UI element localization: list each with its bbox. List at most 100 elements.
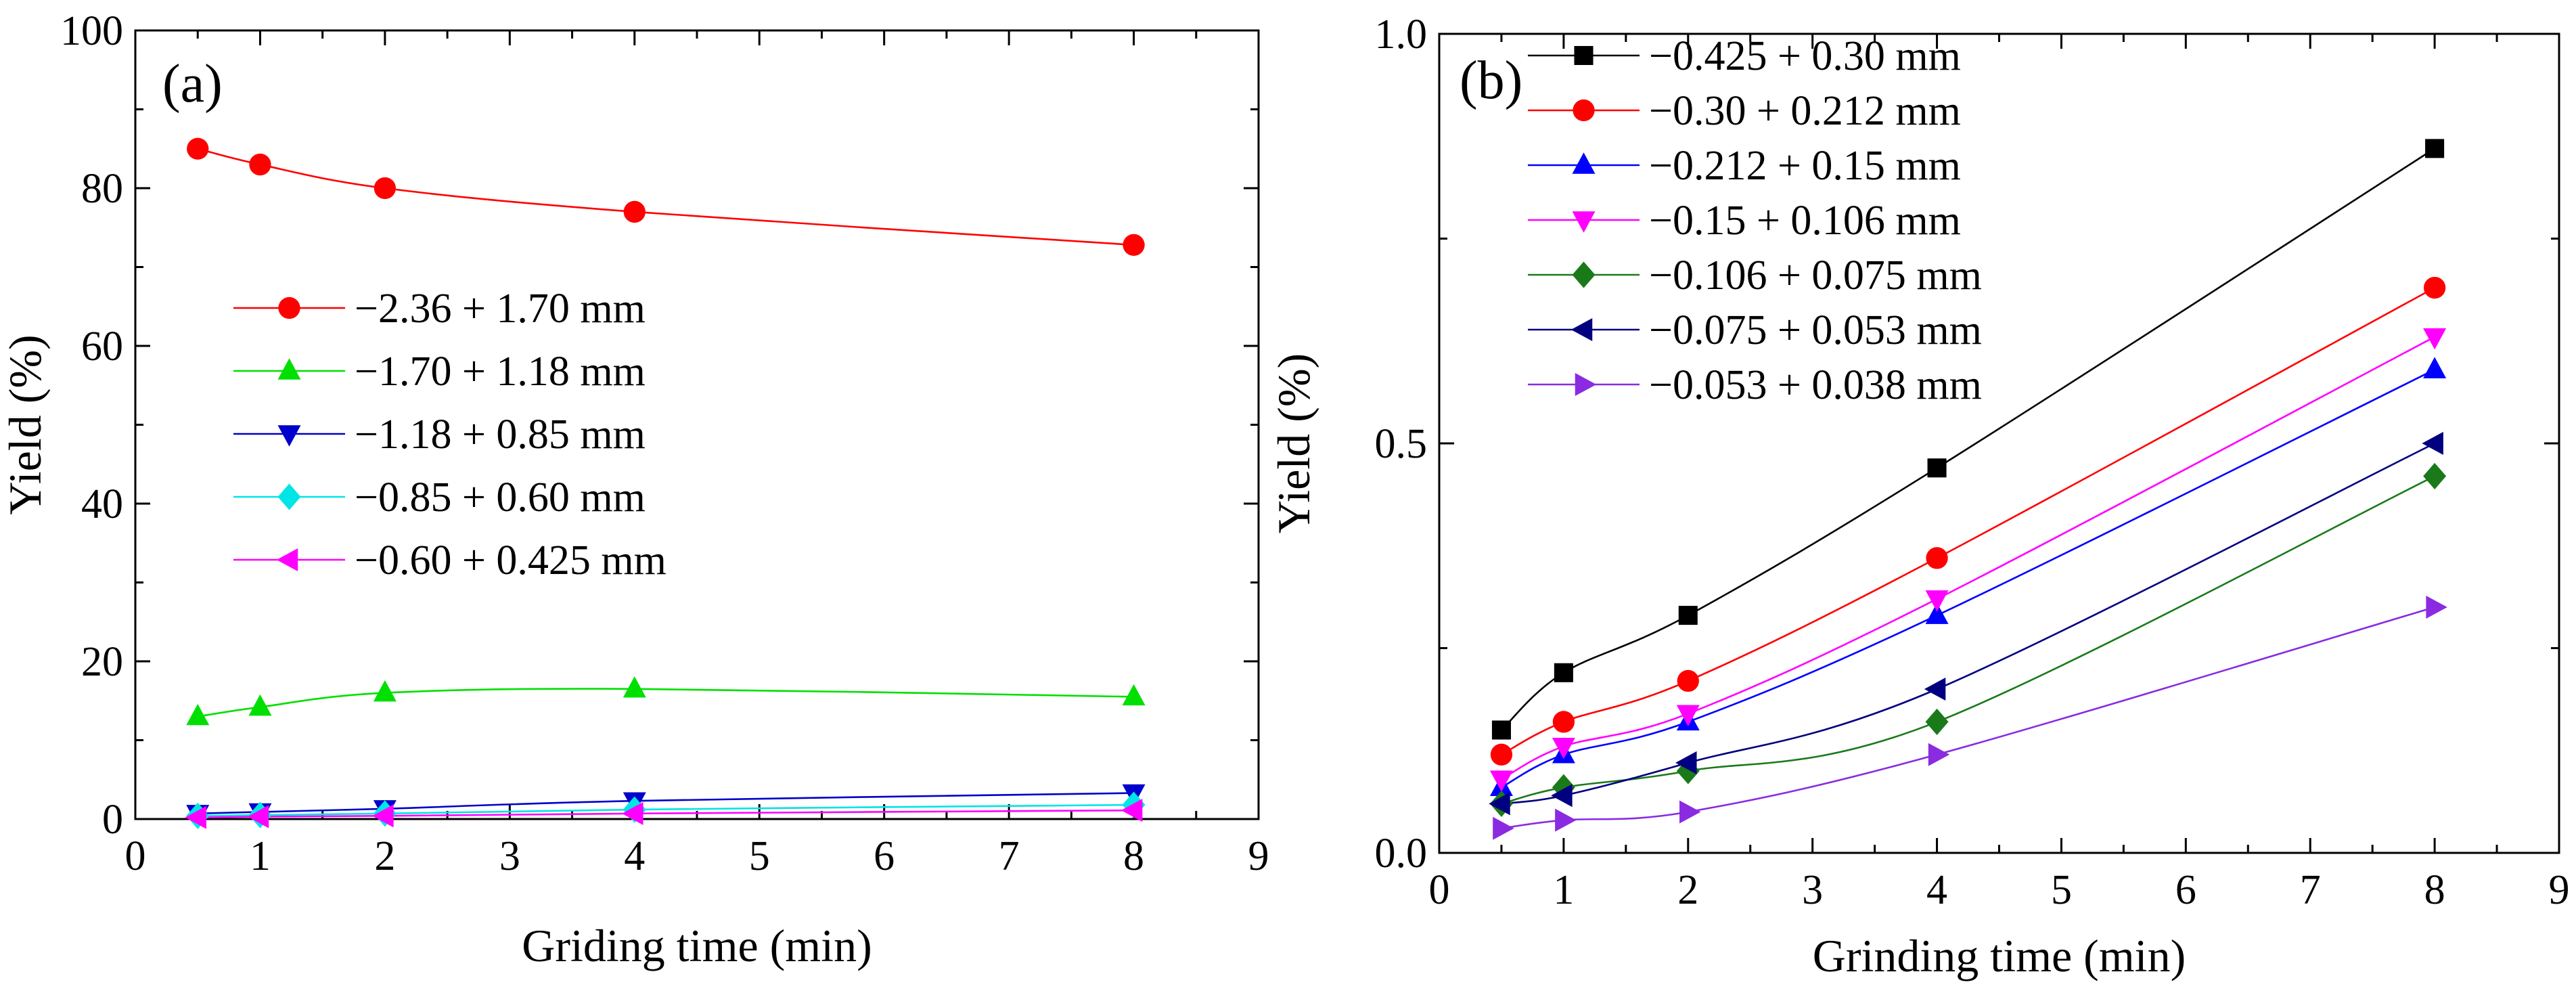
chart1-data-point xyxy=(2423,328,2447,350)
chart1-x-tick-label: 2 xyxy=(1677,867,1698,913)
chart1-series-line xyxy=(1501,368,2435,789)
chart1-data-point xyxy=(2423,462,2447,489)
chart1-x-tick-label: 3 xyxy=(1802,867,1823,913)
chart1-data-point xyxy=(2422,432,2443,455)
chart1-data-point xyxy=(1679,800,1701,824)
chart0-legend-label: −0.85 + 0.60 mm xyxy=(355,475,646,521)
chart1-x-tick-label: 5 xyxy=(2051,867,2072,913)
chart0-series-line xyxy=(197,148,1134,246)
chart1-legend-marker xyxy=(1573,99,1595,122)
chart1-legend-marker xyxy=(1572,211,1596,233)
chart1-data-point xyxy=(1927,458,1947,478)
chart1-x-tick-label: 4 xyxy=(1926,867,1947,913)
chart0-x-tick-label: 6 xyxy=(874,833,895,879)
chart0-data-point xyxy=(623,200,646,223)
chart1-legend-marker xyxy=(1571,318,1593,341)
chart0-x-tick-label: 1 xyxy=(250,833,271,879)
panel-b-yield-vs-grinding-time: 0 1 2 3 4 5 6 7 8 9 0.0 0.5 1.0 Grinding time (min) Yi… xyxy=(1268,12,2570,981)
chart1-legend-marker xyxy=(1572,152,1596,174)
chart1-x-tick-label: 6 xyxy=(2175,867,2196,913)
chart0-series-line xyxy=(198,688,1134,718)
chart1-y-axis-title: Yield (%) xyxy=(1268,353,1319,533)
chart1-legend-marker xyxy=(1572,261,1596,288)
chart0-x-tick-label: 3 xyxy=(499,833,520,879)
chart0-legend-label: −1.18 + 0.85 mm xyxy=(355,412,646,458)
chart0-data-point xyxy=(623,676,646,698)
chart0-legend-marker xyxy=(277,425,301,447)
chart1-data-point xyxy=(2426,596,2447,619)
chart0-data-point xyxy=(248,694,272,716)
chart1-series-line xyxy=(1501,475,2435,805)
chart1-legend-label: −0.425 + 0.30 mm xyxy=(1649,33,1961,79)
chart1-series-line xyxy=(1501,606,2435,829)
chart0-x-tick-label: 4 xyxy=(624,833,645,879)
chart1-data-point xyxy=(2425,139,2445,158)
chart0-x-tick-label: 7 xyxy=(999,833,1020,879)
chart1-legend-label: −0.30 + 0.212 mm xyxy=(1649,88,1961,134)
panel-a-yield-vs-griding-time: 0 1 2 3 4 5 6 7 8 9 0 20 40 60 80 100 Griding time (min)… xyxy=(0,8,1269,971)
chart1-legend-marker xyxy=(1575,373,1597,396)
chart1-data-point xyxy=(1489,770,1513,792)
chart1-legend-label: −0.15 + 0.106 mm xyxy=(1649,198,1961,244)
chart1-legend-label: −0.053 + 0.038 mm xyxy=(1649,362,1982,408)
chart0-y-tick-label: 20 xyxy=(81,639,123,685)
chart1-data-point xyxy=(1493,816,1514,840)
chart0-y-tick-label: 100 xyxy=(60,8,123,54)
chart1-data-point xyxy=(1926,547,1948,569)
chart0-legend-marker xyxy=(276,548,298,571)
chart1-data-point xyxy=(1925,708,1949,735)
chart0-legend-label: −1.70 + 1.18 mm xyxy=(355,349,646,395)
chart0-data-point xyxy=(247,805,269,829)
chart0-data-point xyxy=(187,137,209,160)
chart1-legend-marker xyxy=(1574,45,1594,66)
chart1-y-tick-label: 0.5 xyxy=(1375,421,1428,467)
chart0-data-point xyxy=(1122,684,1146,706)
chart0-x-tick-label: 8 xyxy=(1123,833,1144,879)
chart0-legend-label: −0.60 + 0.425 mm xyxy=(355,537,666,583)
chart0-legend-marker xyxy=(277,358,301,380)
chart0-data-point xyxy=(1121,799,1143,822)
chart1-data-point xyxy=(2423,276,2446,299)
chart1-plot-frame xyxy=(1438,32,2560,854)
chart0-x-tick-label: 9 xyxy=(1248,833,1269,879)
chart1-x-tick-label: 8 xyxy=(2424,867,2445,913)
chart1-x-axis-title: Grinding time (min) xyxy=(1813,930,2186,981)
chart0-legend-label: −2.36 + 1.70 mm xyxy=(355,286,646,332)
chart0-data-point xyxy=(249,153,271,176)
chart1-x-tick-label: 7 xyxy=(2300,867,2321,913)
chart0-data-point xyxy=(622,801,643,825)
chart0-y-tick-label: 40 xyxy=(81,481,123,527)
chart1-panel-label: (b) xyxy=(1460,51,1522,110)
chart1-legend-label: −0.106 + 0.075 mm xyxy=(1649,252,1982,299)
chart0-x-tick-label: 0 xyxy=(125,833,146,879)
chart1-data-point xyxy=(2423,357,2447,378)
chart1-data-point xyxy=(1491,720,1511,740)
chart0-y-tick-label: 0 xyxy=(102,797,123,843)
chart1-data-point xyxy=(1925,602,1949,624)
chart1-data-point xyxy=(1490,743,1513,766)
chart1-y-tick-label: 0.0 xyxy=(1375,831,1428,877)
chart0-legend-marker xyxy=(278,296,300,319)
chart1-data-point xyxy=(1552,737,1575,759)
chart1-x-tick-label: 0 xyxy=(1429,867,1450,913)
chart0-y-tick-label: 60 xyxy=(81,324,123,370)
chart1-data-point xyxy=(1675,751,1697,774)
chart0-y-tick-label: 80 xyxy=(81,166,123,212)
chart0-legend-marker xyxy=(277,483,301,510)
chart1-legend-label: −0.212 + 0.15 mm xyxy=(1649,143,1961,189)
chart0-data-point xyxy=(185,806,206,829)
chart0-x-tick-label: 5 xyxy=(749,833,770,879)
chart1-data-point xyxy=(1552,711,1575,733)
chart1-data-point xyxy=(1928,743,1950,766)
chart1-data-point xyxy=(1554,663,1573,682)
chart1-data-point xyxy=(1677,669,1699,692)
chart0-data-point xyxy=(186,703,210,726)
chart1-x-tick-label: 1 xyxy=(1553,867,1574,913)
chart1-data-point xyxy=(1555,808,1577,832)
chart1-series-line xyxy=(1501,442,2435,805)
chart0-x-axis-title: Griding time (min) xyxy=(522,920,872,971)
chart0-data-point xyxy=(372,804,394,828)
chart0-x-tick-label: 2 xyxy=(374,833,395,879)
chart1-series-line xyxy=(1501,286,2435,755)
